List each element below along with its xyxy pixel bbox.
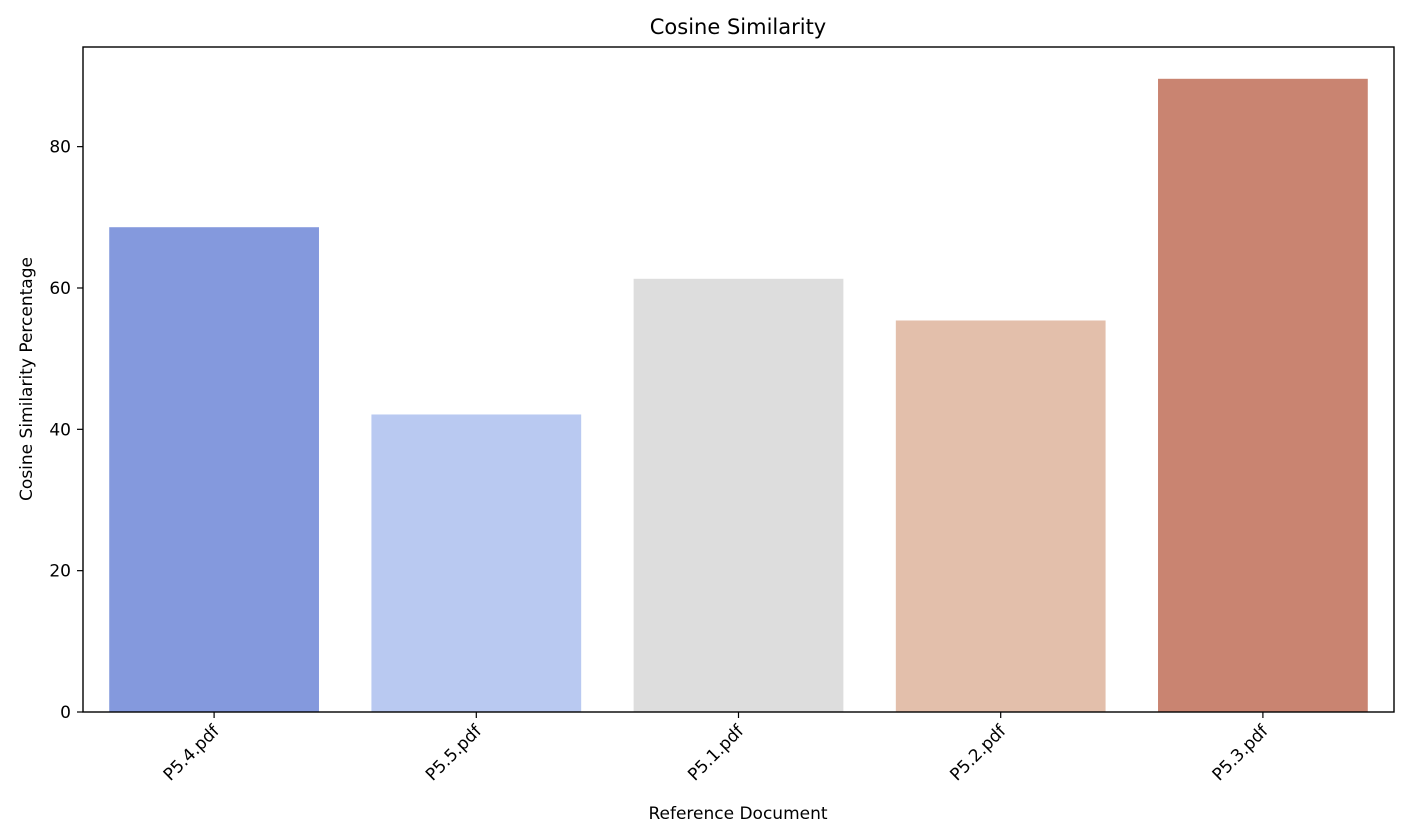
bar-4	[1158, 78, 1368, 713]
y-tick-label-1: 20	[49, 562, 71, 582]
bars-layer	[109, 78, 1368, 713]
y-tick-label-4: 80	[49, 138, 71, 158]
x-tick-label-1: P5.5.pdf	[422, 721, 487, 786]
y-tick-label-0: 0	[60, 703, 71, 723]
bar-0	[109, 227, 319, 712]
x-tick-label-4: P5.3.pdf	[1209, 721, 1274, 786]
y-axis: 0 20 40 60 80	[49, 138, 83, 723]
y-tick-label-3: 60	[49, 279, 71, 299]
x-tick-label-0: P5.4.pdf	[160, 721, 225, 786]
chart-title: Cosine Similarity	[650, 15, 826, 39]
x-tick-label-2: P5.1.pdf	[684, 721, 749, 786]
y-axis-label: Cosine Similarity Percentage	[17, 257, 37, 501]
y-tick-label-2: 40	[49, 420, 71, 440]
x-axis-label: Reference Document	[648, 804, 827, 824]
bar-1	[371, 414, 582, 712]
bar-2	[633, 278, 844, 712]
plot-frame	[82, 46, 1395, 713]
x-tick-label-3: P5.2.pdf	[946, 721, 1011, 786]
x-axis: P5.4.pdf P5.5.pdf P5.1.pdf P5.2.pdf P5.3.pdf	[160, 712, 1273, 785]
bar-3	[895, 320, 1106, 712]
